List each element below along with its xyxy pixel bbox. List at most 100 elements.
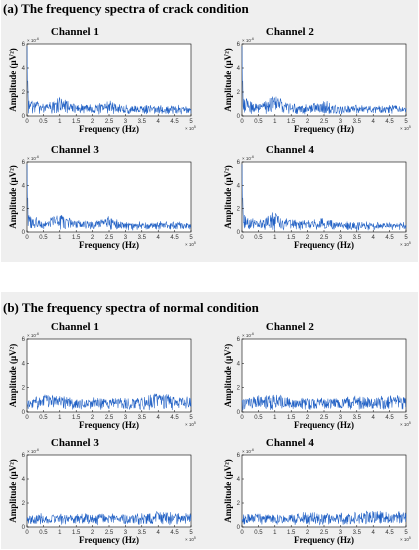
x-tick-label: 4: [372, 530, 376, 536]
y-tick-label: 6: [237, 160, 241, 166]
x-tick-label: 1.5: [72, 415, 81, 421]
spectrum-line: [26, 46, 192, 115]
x-tick-label: 2.5: [320, 235, 329, 241]
y-tick-label: 0: [22, 114, 26, 120]
x-tick-label: 0: [25, 235, 29, 241]
x-tick-label: 2.5: [105, 119, 114, 125]
y-axis-label: Amplitude (μV²): [223, 48, 233, 112]
x-multiplier: × 105: [185, 421, 196, 427]
x-tick-label: 2.5: [105, 530, 114, 536]
y-axis-label: Amplitude (μV²): [223, 344, 233, 408]
x-tick-label: 0.5: [39, 530, 48, 536]
x-tick-label: 1.5: [287, 530, 296, 536]
x-tick-label: 3.5: [353, 530, 362, 536]
y-tick-label: 2: [22, 386, 26, 392]
y-multiplier: × 10-6: [27, 332, 39, 338]
x-tick-label: 2.5: [105, 415, 114, 421]
x-tick-label: 0.5: [254, 530, 263, 536]
y-tick-label: 2: [22, 501, 26, 507]
x-tick-label: 3: [124, 235, 128, 241]
x-tick-label: 1: [58, 415, 62, 421]
channel-title: Channel 2: [266, 26, 314, 38]
x-multiplier: × 105: [185, 125, 196, 131]
x-tick-label: 5: [404, 530, 408, 536]
y-multiplier: × 10-6: [27, 155, 39, 161]
x-axis-label: Frequency (Hz): [79, 240, 139, 250]
y-multiplier: × 10-6: [27, 448, 39, 454]
x-tick-label: 3: [339, 235, 343, 241]
x-multiplier: × 105: [185, 241, 196, 247]
x-tick-label: 4: [157, 235, 161, 241]
x-tick-label: 4: [372, 235, 376, 241]
x-tick-label: 0: [25, 119, 29, 125]
x-tick-label: 2: [91, 235, 95, 241]
x-tick-label: 1: [273, 235, 277, 241]
y-multiplier: × 10-6: [242, 37, 254, 43]
y-tick-label: 2: [237, 386, 241, 392]
x-tick-label: 0: [25, 530, 29, 536]
x-tick-label: 4: [157, 415, 161, 421]
y-tick-label: 0: [22, 230, 26, 236]
x-tick-label: 3.5: [353, 415, 362, 421]
x-tick-label: 5: [189, 235, 193, 241]
x-tick-label: 0: [240, 530, 244, 536]
spectrum-chart: Channel 2 0 0.5 1 1.5 2 2.5 3 3.5 4 4.5 5 0 2 4 6× 10-6…: [223, 321, 411, 430]
y-tick-label: 4: [22, 183, 26, 189]
x-tick-label: 1.5: [287, 415, 296, 421]
y-axis-label: Amplitude (μV²): [8, 165, 18, 229]
x-tick-label: 0: [240, 415, 244, 421]
x-tick-label: 5: [404, 119, 408, 125]
y-tick-label: 0: [22, 525, 26, 531]
x-tick-label: 4: [372, 415, 376, 421]
x-tick-label: 3: [339, 530, 343, 536]
panel-normal-condition: (b) The frequency spectra of normal cond…: [1, 292, 418, 549]
spectrum-chart: Channel 1 0 0.5 1 1.5 2 2.5 3 3.5 4 4.5 5 0 2 4 6× 10-6…: [8, 321, 196, 430]
channel-title: Channel 3: [51, 144, 99, 156]
x-tick-label: 0: [240, 235, 244, 241]
x-tick-label: 5: [189, 415, 193, 421]
x-tick-label: 1: [58, 119, 62, 125]
y-tick-label: 2: [237, 501, 241, 507]
channel-title: Channel 2: [266, 321, 314, 333]
x-tick-label: 4.5: [170, 119, 179, 125]
x-tick-label: 2: [91, 415, 95, 421]
y-tick-label: 6: [22, 160, 26, 166]
x-tick-label: 1.5: [72, 235, 81, 241]
plot-area: [241, 454, 407, 528]
x-tick-label: 5: [404, 235, 408, 241]
plot-area: [241, 161, 407, 233]
x-tick-label: 2: [306, 415, 310, 421]
panel-title: (b) The frequency spectra of normal cond…: [3, 300, 259, 315]
y-multiplier: × 10-6: [242, 448, 254, 454]
y-tick-label: 6: [237, 337, 241, 343]
x-tick-label: 4.5: [385, 415, 394, 421]
x-tick-label: 3: [124, 415, 128, 421]
x-tick-label: 1: [273, 530, 277, 536]
x-multiplier: × 105: [400, 125, 411, 131]
x-tick-label: 3: [339, 119, 343, 125]
channel-title: Channel 1: [51, 26, 99, 38]
y-tick-label: 4: [237, 183, 241, 189]
x-tick-label: 5: [189, 530, 193, 536]
y-tick-label: 6: [22, 42, 26, 48]
channel-title: Channel 4: [266, 437, 314, 449]
x-tick-label: 5: [189, 119, 193, 125]
spectrum-chart: Channel 3 0 0.5 1 1.5 2 2.5 3 3.5 4 4.5 5 0 2 4 6× 10-6…: [8, 144, 196, 250]
x-tick-label: 1: [273, 119, 277, 125]
y-tick-label: 2: [22, 90, 26, 96]
x-tick-label: 3: [339, 415, 343, 421]
x-axis-label: Frequency (Hz): [294, 535, 354, 545]
plot-area: [26, 43, 192, 117]
x-tick-label: 2: [91, 119, 95, 125]
spectrum-chart: Channel 2 0 0.5 1 1.5 2 2.5 3 3.5 4 4.5 5 0 2 4 6× 10-6…: [223, 26, 411, 134]
x-multiplier: × 105: [400, 421, 411, 427]
spectrum-chart: Channel 1 0 0.5 1 1.5 2 2.5 3 3.5 4 4.5 5 0 2 4 6× 10-6…: [8, 26, 196, 134]
spectrum-chart: Channel 4 0 0.5 1 1.5 2 2.5 3 3.5 4 4.5 5 0 2 4 6× 10-6…: [223, 437, 411, 545]
x-tick-label: 0.5: [39, 119, 48, 125]
y-tick-label: 2: [22, 207, 26, 213]
x-tick-label: 4.5: [170, 415, 179, 421]
y-tick-label: 2: [237, 90, 241, 96]
y-tick-label: 0: [237, 410, 241, 416]
x-tick-label: 4.5: [170, 530, 179, 536]
